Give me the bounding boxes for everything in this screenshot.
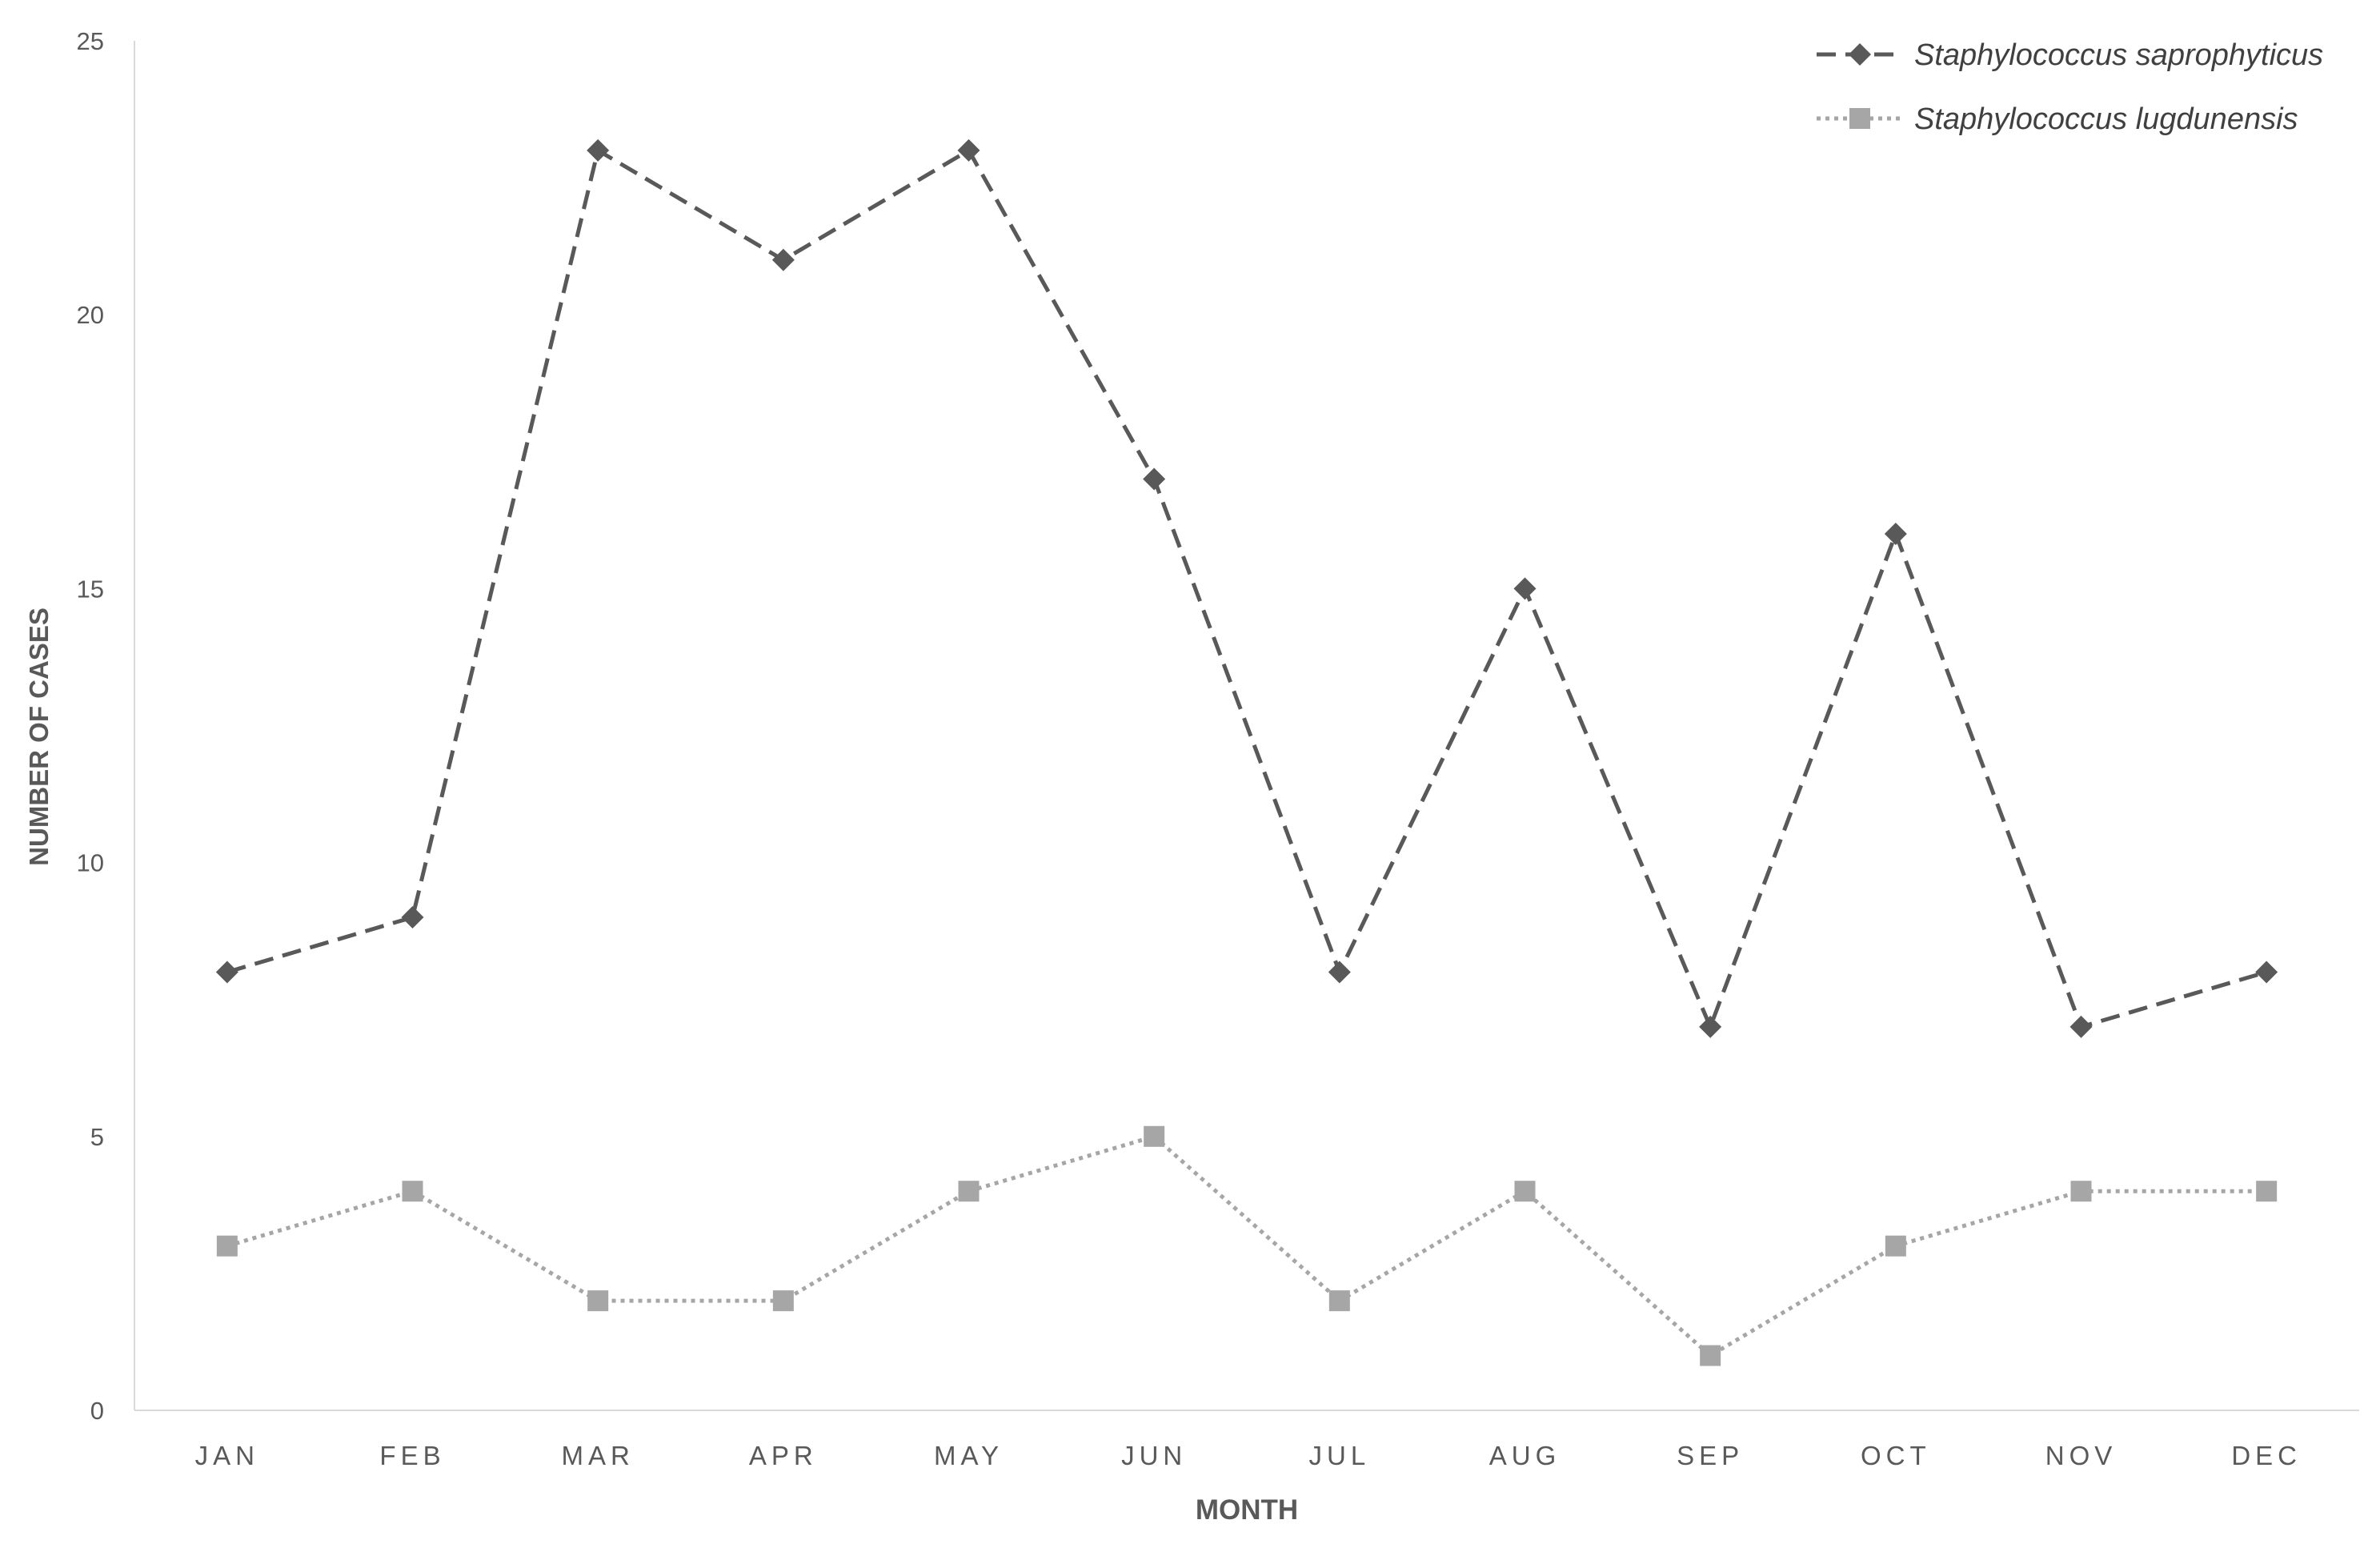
- x-tick-label: MAY: [934, 1441, 1004, 1470]
- data-point: [958, 1181, 980, 1202]
- data-point: [1513, 577, 1537, 600]
- x-tick-label: DEC: [2231, 1441, 2302, 1470]
- series-line: [226, 148, 2267, 1029]
- data-point: [402, 1181, 423, 1202]
- data-point: [2255, 960, 2278, 984]
- data-point: [1699, 1015, 1722, 1038]
- legend-label: Staphylococcus lugdunensis: [1914, 102, 2298, 136]
- axes: [134, 41, 2359, 1411]
- data-point: [772, 1290, 794, 1312]
- y-tick-label: 10: [77, 849, 104, 877]
- data-point: [1143, 467, 1166, 491]
- y-tick-label: 25: [77, 27, 104, 55]
- y-tick-labels: 0 5 10 15 20 25: [77, 27, 104, 1425]
- legend-label: Staphylococcus saprophyticus: [1914, 38, 2323, 72]
- x-tick-label: JUN: [1121, 1441, 1187, 1470]
- data-point: [587, 1290, 609, 1312]
- series-line: [226, 1134, 2267, 1358]
- legend-item: Staphylococcus saprophyticus: [1817, 38, 2323, 72]
- data-point: [1885, 1235, 1906, 1257]
- data-point: [1700, 1345, 1721, 1366]
- data-point: [1144, 1125, 1165, 1147]
- legend-marker: [1849, 108, 1870, 129]
- data-point: [1328, 1290, 1350, 1312]
- data-point: [587, 138, 610, 162]
- data-point: [215, 960, 238, 984]
- data-point: [216, 1235, 238, 1257]
- y-tick-label: 20: [77, 301, 104, 329]
- data-point: [771, 248, 795, 271]
- y-tick-label: 5: [90, 1123, 104, 1151]
- x-tick-label: OCT: [1861, 1441, 1931, 1470]
- series: [215, 138, 2278, 1366]
- data-point: [1884, 522, 1907, 545]
- legend: Staphylococcus saprophyticus Staphylococc…: [1817, 38, 2323, 136]
- data-point: [2256, 1181, 2278, 1202]
- data-point: [1328, 960, 1351, 984]
- y-tick-label: 15: [77, 575, 104, 603]
- x-tick-label: APR: [749, 1441, 818, 1470]
- series-1: [215, 138, 2278, 1038]
- x-tick-label: AUG: [1489, 1441, 1561, 1470]
- legend-item: Staphylococcus lugdunensis: [1817, 102, 2298, 136]
- y-tick-label: 0: [90, 1397, 104, 1425]
- x-tick-label: JAN: [195, 1441, 259, 1470]
- data-point: [2069, 1015, 2093, 1038]
- x-tick-label: SEP: [1677, 1441, 1744, 1470]
- y-axis-title: NUMBER OF CASES: [24, 608, 54, 866]
- data-point: [401, 906, 424, 929]
- x-tick-label: JUL: [1308, 1441, 1370, 1470]
- x-tick-label: NOV: [2045, 1441, 2118, 1470]
- x-tick-label: MAR: [561, 1441, 634, 1470]
- data-point: [957, 138, 980, 162]
- x-tick-label: FEB: [379, 1441, 445, 1470]
- series-2: [216, 1125, 2278, 1366]
- x-axis-title: MONTH: [1196, 1494, 1298, 1526]
- x-tick-labels: JAN FEB MAR APR MAY JUN JUL AUG SEP OCT NOV DEC: [195, 1441, 2302, 1470]
- data-point: [2070, 1181, 2092, 1202]
- data-point: [1514, 1181, 1536, 1202]
- legend-marker: [1849, 43, 1871, 66]
